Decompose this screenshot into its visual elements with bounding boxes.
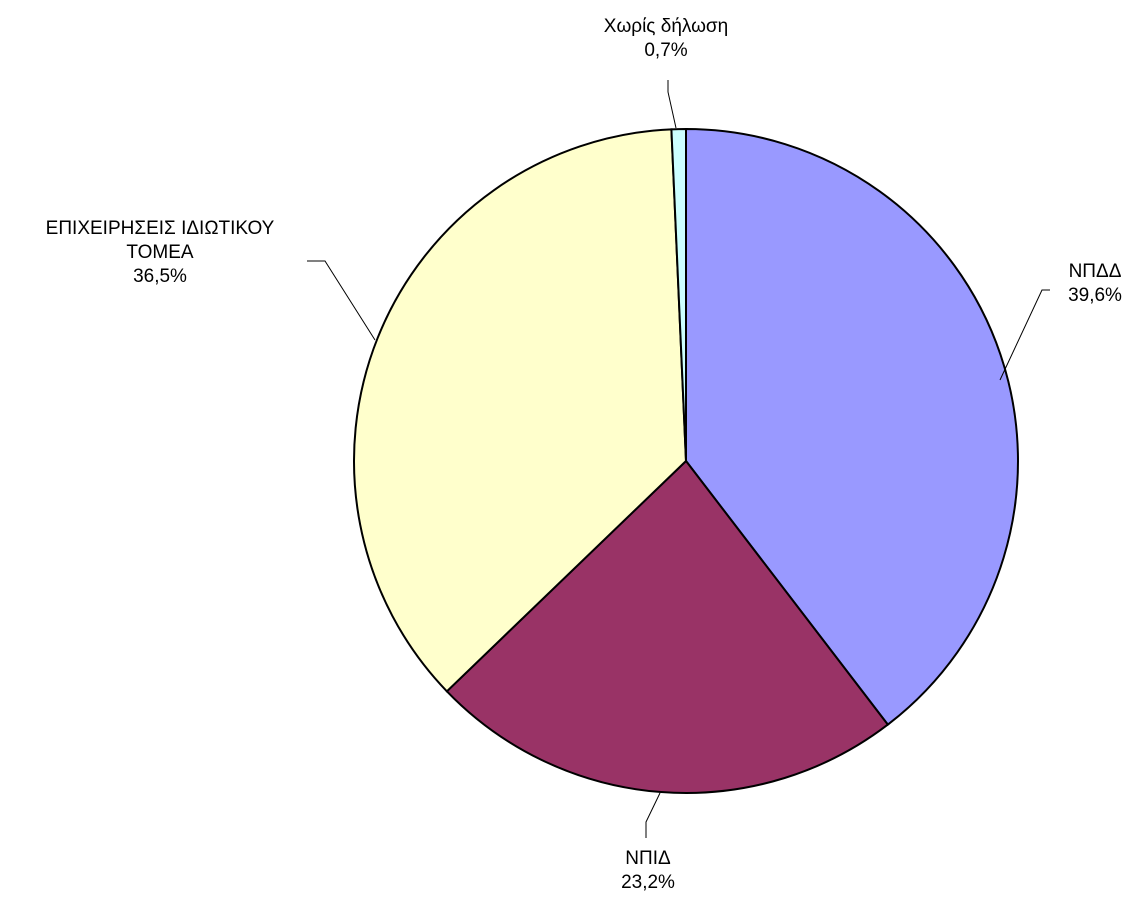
slice-value-text: 36,5% [133,266,187,287]
leader-line-2 [645,792,661,838]
slice-label-4: Χωρίς δήλωση 0,7% [604,16,728,61]
slice-value-text: 23,2% [621,872,675,893]
pie-slice-3 [353,128,688,693]
leader-line-4 [667,80,677,129]
slice-name-text: ΕΠΙΧΕΙΡΗΣΕΙΣ ΙΔΙΩΤΙΚΟΥ [46,218,275,239]
pie-slice-1 [685,127,1019,727]
slice-label-1: ΝΠΔΔ 39,6% [1068,261,1122,306]
slice-value-text: 39,6% [1068,285,1122,306]
leader-line-3 [307,260,376,341]
slice-value-text: 0,7% [644,40,687,61]
labels-layer: ΝΠΔΔ 39,6% ΝΠΙΔ 23,2% ΕΠΙΧΕΙΡΗΣΕΙΣ ΙΔΙΩΤΙΚΟΥ… [46,16,1122,893]
slice-label-3: ΕΠΙΧΕΙΡΗΣΕΙΣ ΙΔΙΩΤΙΚΟΥ ΤΟΜΕΑ 36,5% [46,218,275,287]
slices-layer [353,127,1019,794]
leader-line-1 [999,289,1050,381]
slice-name-text: ΝΠΔΔ [1069,261,1122,282]
leader-lines-layer [307,80,1050,838]
slice-name-text: ΤΟΜΕΑ [126,242,194,263]
pie-slice-4 [670,127,687,462]
slice-name-text: ΝΠΙΔ [625,848,671,869]
pie-slice-2 [445,459,890,794]
slice-label-2: ΝΠΙΔ 23,2% [621,848,675,893]
slice-name-text: Χωρίς δήλωση [604,16,728,37]
